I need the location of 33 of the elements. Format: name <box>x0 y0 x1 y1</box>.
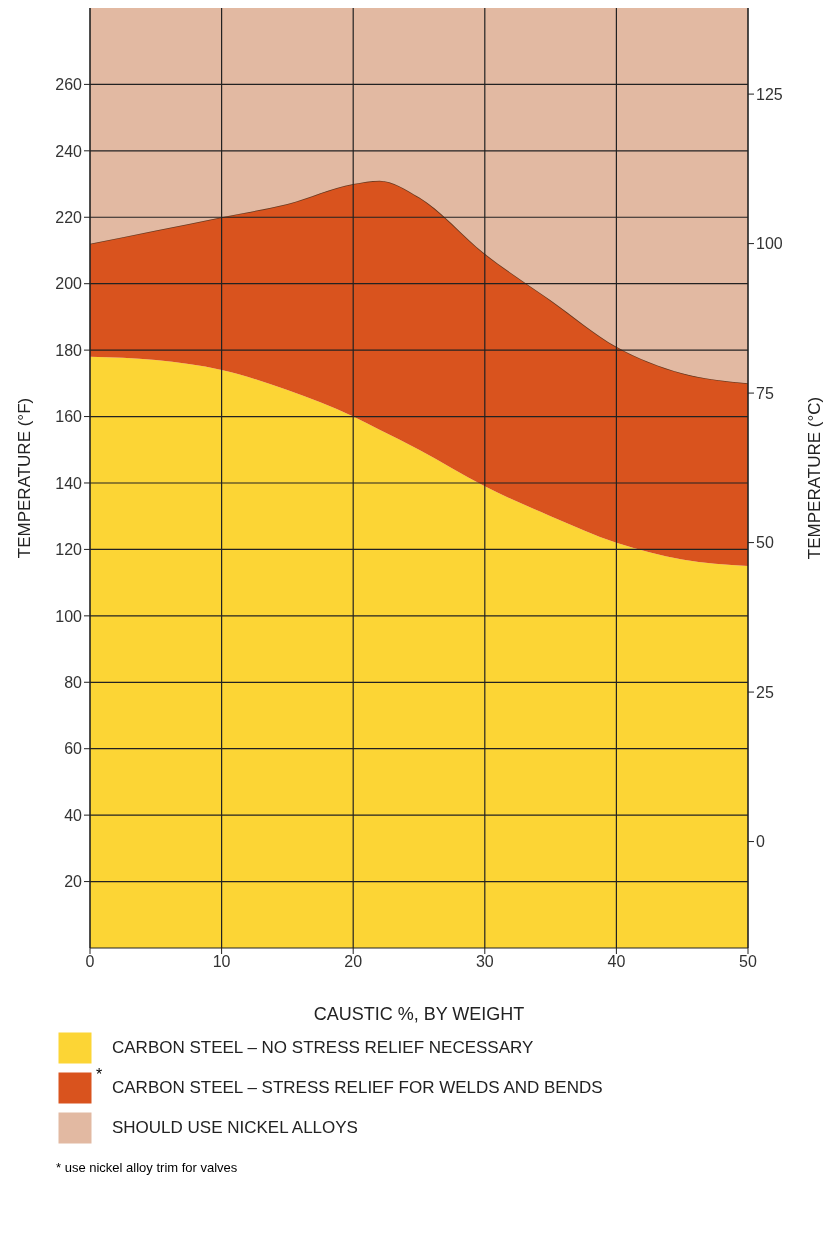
x-tick-label: 30 <box>475 953 494 971</box>
y-tick-label: 260 <box>55 76 83 94</box>
y-tick-label: 120 <box>55 541 83 559</box>
y-tick-label: 220 <box>55 208 83 226</box>
x-tick-label: 50 <box>739 953 757 971</box>
y2-axis-title: TEMPERATURE (°C) <box>805 396 825 560</box>
y-tick-label: 100 <box>55 607 83 625</box>
text: * use nickel alloy trim for valves <box>56 1160 239 1175</box>
legend-label: SHOULD USE NICKEL ALLOYS <box>112 1118 358 1138</box>
y-tick-label: 180 <box>55 341 83 359</box>
y-tick-label: 200 <box>55 275 83 293</box>
x-tick-label: 20 <box>344 953 363 971</box>
x-tick-label: 0 <box>85 953 95 971</box>
legend-label: CARBON STEEL – NO STRESS RELIEF NECESSARY <box>112 1038 534 1058</box>
x-tick-label: 40 <box>607 953 626 971</box>
y-tick-label: 60 <box>64 740 83 758</box>
y-axis-title: TEMPERATURE (°F) <box>15 397 35 559</box>
y2-tick-label: 100 <box>756 235 783 253</box>
y-tick-label: 20 <box>64 873 83 891</box>
y2-tick-label: 125 <box>756 85 783 103</box>
y2-tick-label: 0 <box>756 833 765 851</box>
x-axis-title: CAUSTIC %, BY WEIGHT <box>313 1004 525 1024</box>
text: * <box>96 1066 103 1084</box>
legend-label: CARBON STEEL – STRESS RELIEF FOR WELDS AND BENDS <box>112 1078 603 1098</box>
y2-tick-label: 25 <box>756 683 774 701</box>
y-tick-label: 160 <box>55 408 83 426</box>
y2-tick-label: 75 <box>756 384 774 402</box>
y-tick-label: 80 <box>64 673 83 691</box>
y-tick-label: 140 <box>55 474 83 492</box>
y2-tick-label: 50 <box>756 534 774 552</box>
x-tick-label: 10 <box>212 953 231 971</box>
y-tick-label: 240 <box>55 142 83 160</box>
y-tick-label: 40 <box>64 806 83 824</box>
